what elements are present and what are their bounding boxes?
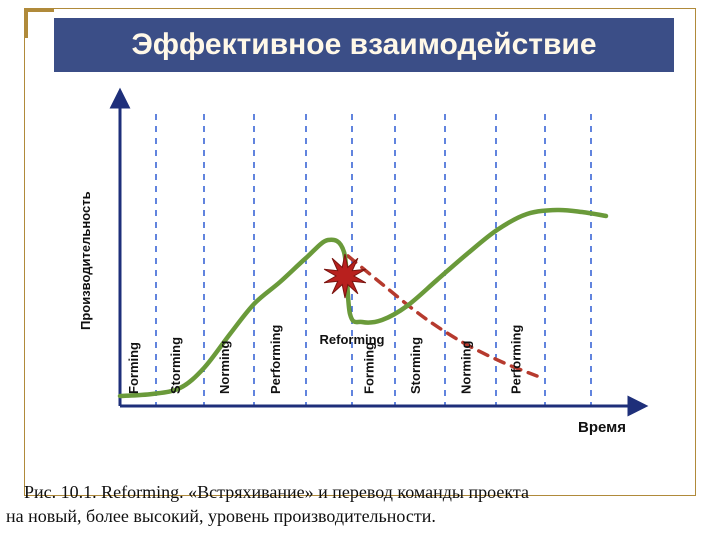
svg-text:Storming: Storming xyxy=(168,337,183,394)
svg-text:Norming: Norming xyxy=(459,341,474,395)
title-bar: Эффективное взаимодействие xyxy=(54,18,674,72)
figure-caption: Рис. 10.1. Reforming. «Встряхивание» и п… xyxy=(6,480,714,529)
svg-text:Время: Время xyxy=(578,419,626,436)
team-stages-chart: Forming Storming Norming Performing Forming S… xyxy=(62,84,662,464)
frame-corner-accent xyxy=(24,8,54,38)
svg-text:Forming: Forming xyxy=(362,342,377,394)
svg-text:Forming: Forming xyxy=(126,342,141,394)
caption-line2: на новый, более высокий, уровень произво… xyxy=(6,506,436,526)
page-title: Эффективное взаимодействие xyxy=(131,28,596,62)
svg-text:Performing: Performing xyxy=(509,325,524,394)
svg-text:Performing: Performing xyxy=(268,325,283,394)
caption-line1: Рис. 10.1. Reforming. «Встряхивание» и п… xyxy=(24,482,529,502)
svg-text:Storming: Storming xyxy=(408,337,423,394)
svg-text:Norming: Norming xyxy=(217,341,232,395)
svg-text:Производительность: Производительность xyxy=(78,191,93,330)
svg-text:Reforming: Reforming xyxy=(320,332,385,347)
